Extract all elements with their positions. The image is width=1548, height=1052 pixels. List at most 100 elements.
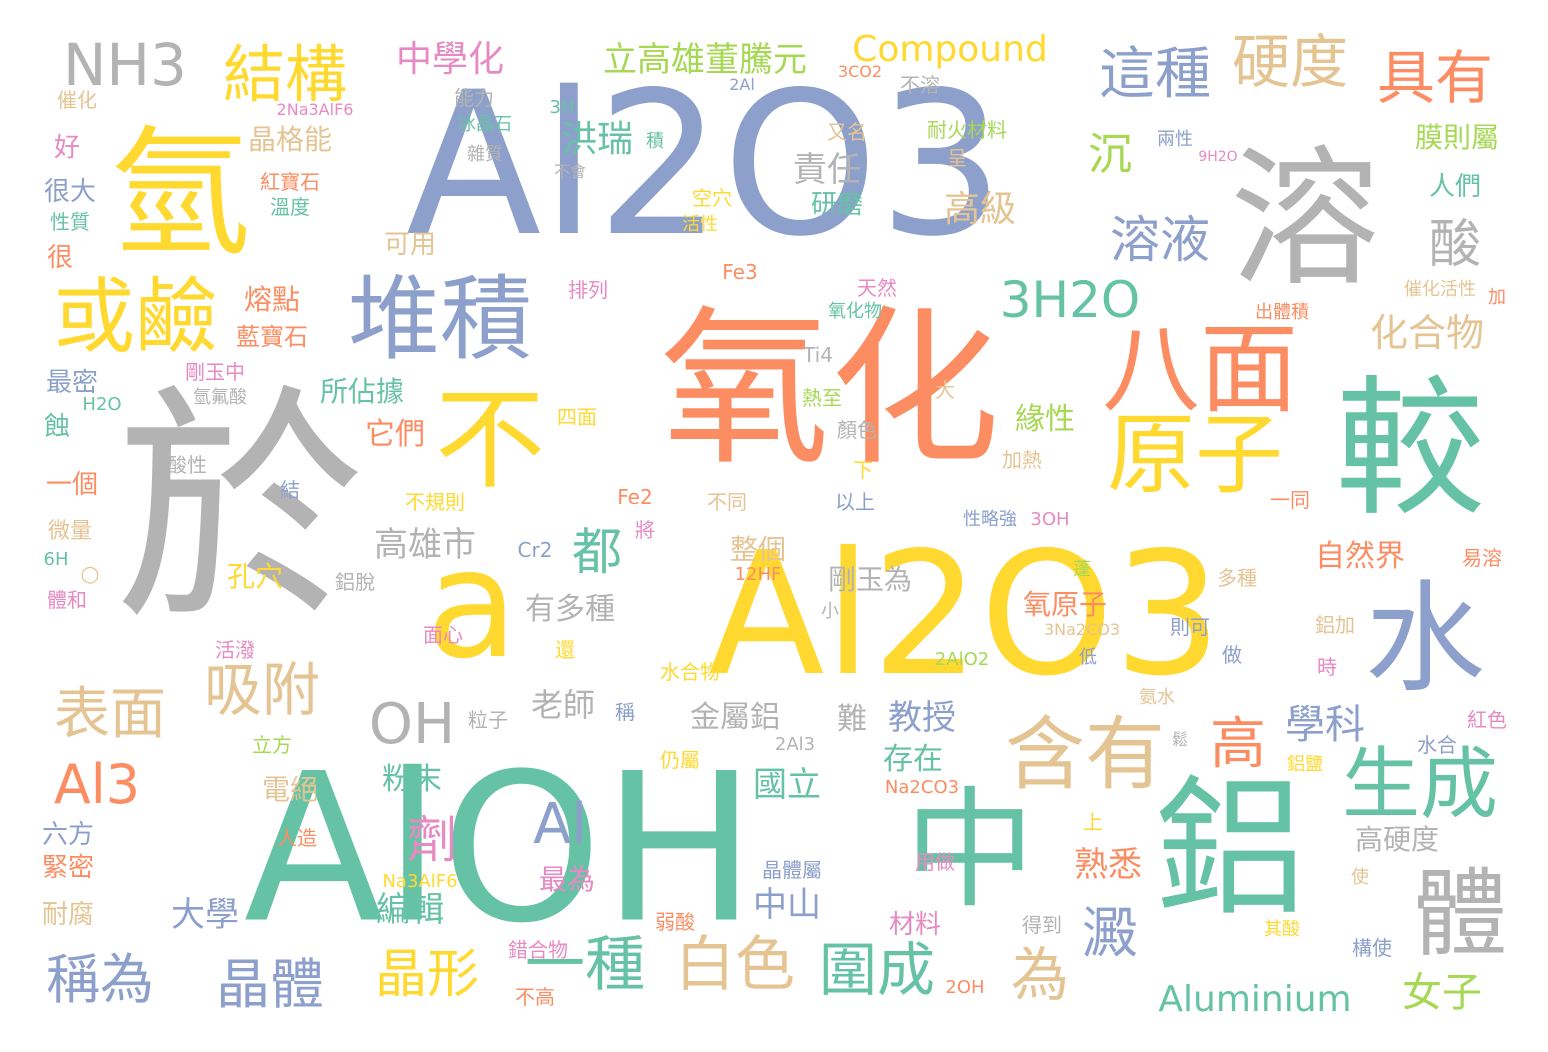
cloud-word: 國立 — [753, 765, 821, 805]
cloud-word: 大 — [935, 378, 955, 402]
cloud-word: 6H — [43, 549, 69, 570]
cloud-word: 將 — [635, 518, 655, 542]
cloud-word: 微量 — [47, 519, 93, 544]
cloud-word: 呈 — [947, 146, 967, 170]
cloud-word: 氧化物 — [828, 301, 882, 322]
cloud-word: 整個 — [729, 533, 787, 566]
cloud-word: 高級 — [943, 189, 1017, 230]
cloud-word: 催化 — [57, 88, 97, 112]
cloud-word: 氧化 — [659, 291, 1001, 489]
cloud-word: Al2O3 — [708, 516, 1222, 714]
cloud-word: 具有 — [1376, 44, 1494, 112]
cloud-word: 氫 — [109, 113, 251, 276]
cloud-word: 耐火材料 — [927, 118, 1007, 142]
cloud-word: 生成 — [1341, 740, 1499, 830]
cloud-word: 鋁脫 — [335, 570, 375, 594]
cloud-word: 性質 — [50, 210, 90, 234]
cloud-word: 膜則屬 — [1414, 121, 1500, 154]
cloud-word: 晶形 — [374, 945, 480, 1005]
cloud-word: 教授 — [888, 698, 956, 738]
cloud-word: 溫度 — [270, 195, 310, 219]
cloud-word: 四面 — [557, 405, 597, 429]
cloud-word: 不同 — [707, 490, 747, 514]
cloud-word: 得到 — [1022, 913, 1062, 937]
cloud-word: 2Na3AlF6 — [276, 100, 354, 119]
cloud-word: 金屬鋁 — [690, 700, 780, 735]
cloud-word: 原子 — [1106, 403, 1284, 506]
cloud-word: 能力 — [454, 86, 494, 110]
cloud-word: 較 — [1334, 363, 1486, 537]
cloud-word: 高硬度 — [1354, 823, 1440, 856]
cloud-word: 不 — [435, 376, 545, 504]
cloud-word: 紅色 — [1467, 708, 1507, 732]
cloud-word: Aluminium — [1158, 979, 1352, 1020]
cloud-word: 溶液 — [1110, 211, 1210, 269]
cloud-word: 高雄市 — [374, 525, 476, 565]
cloud-word: 責任 — [793, 150, 861, 190]
cloud-word: 3OH — [1030, 509, 1070, 530]
cloud-word: 氧原子 — [1022, 588, 1108, 621]
cloud-word: 人造 — [277, 826, 317, 850]
cloud-word: 則可 — [1170, 615, 1210, 639]
cloud-word: 一同 — [1270, 488, 1310, 512]
cloud-word: 天然 — [857, 276, 897, 300]
cloud-word: 大學 — [171, 895, 239, 935]
cloud-word: 3H — [549, 97, 575, 118]
cloud-word: 化合物 — [1369, 311, 1485, 355]
cloud-word: 面心 — [423, 623, 463, 647]
cloud-word: 水 — [1365, 570, 1485, 709]
cloud-word: 熟悉 — [1074, 845, 1142, 885]
cloud-word: 上 — [1083, 810, 1103, 834]
cloud-word: 9H2O — [1198, 149, 1238, 165]
cloud-word: 最為 — [538, 863, 596, 896]
cloud-word: 不會 — [553, 162, 587, 181]
cloud-word: 自然界 — [1315, 539, 1405, 574]
cloud-word: 電絕 — [261, 773, 319, 806]
cloud-word: 冰晶石 — [458, 114, 512, 135]
cloud-word: 晶體 — [216, 953, 324, 1016]
cloud-word: 蝕 — [43, 412, 71, 442]
cloud-word: 學科 — [1285, 702, 1365, 748]
cloud-word: 結 — [280, 478, 300, 502]
cloud-word: 八面 — [1101, 313, 1299, 427]
cloud-word: Na2CO3 — [884, 777, 960, 798]
cloud-word: 下 — [853, 458, 873, 482]
cloud-word: 多種 — [1217, 566, 1257, 590]
cloud-word: 性略強 — [963, 509, 1017, 530]
cloud-word: 雜質 — [467, 144, 503, 165]
cloud-word: 不溶 — [900, 73, 940, 97]
cloud-word: 研磨 — [810, 190, 864, 220]
cloud-word: 剛玉為 — [827, 563, 913, 596]
cloud-word: 還 — [555, 638, 575, 662]
cloud-word: 晶格能 — [247, 123, 333, 156]
cloud-word: 用做 — [915, 850, 955, 874]
cloud-word: Na3AlF6 — [382, 871, 458, 892]
cloud-word: 它們 — [365, 417, 425, 452]
cloud-word: 立高雄董騰元 — [603, 40, 807, 80]
cloud-word: 構使 — [1352, 936, 1392, 960]
cloud-word: 不規則 — [405, 490, 465, 514]
cloud-word: 顏色 — [837, 418, 877, 442]
cloud-word: 人們 — [1428, 172, 1482, 202]
cloud-word: 活性 — [682, 214, 718, 235]
cloud-word: 加熱 — [1002, 448, 1042, 472]
cloud-word: 高 — [1210, 712, 1266, 777]
cloud-word: 最密 — [45, 368, 99, 398]
cloud-word: 2Al — [729, 75, 755, 94]
cloud-word: Cr2 — [517, 538, 553, 562]
cloud-word: 稱 — [615, 700, 635, 724]
cloud-word: 晶體屬 — [762, 858, 822, 882]
cloud-word: 鋁鹽 — [1287, 754, 1323, 775]
cloud-word: 洪瑞 — [560, 119, 634, 160]
cloud-word: 活潑 — [215, 638, 255, 662]
cloud-word: 粉末 — [382, 762, 442, 797]
cloud-word: 鬆 — [1171, 730, 1189, 749]
cloud-word: 易溶 — [1462, 546, 1502, 570]
cloud-word: 低 — [1079, 647, 1097, 668]
cloud-word: 中山 — [753, 885, 821, 925]
cloud-word: 酸 — [1428, 215, 1482, 275]
cloud-word: 可用 — [383, 230, 437, 260]
cloud-word: 結構 — [222, 38, 348, 111]
cloud-word: 3Na2CO3 — [1043, 620, 1121, 639]
cloud-word: 中學化 — [395, 39, 505, 80]
